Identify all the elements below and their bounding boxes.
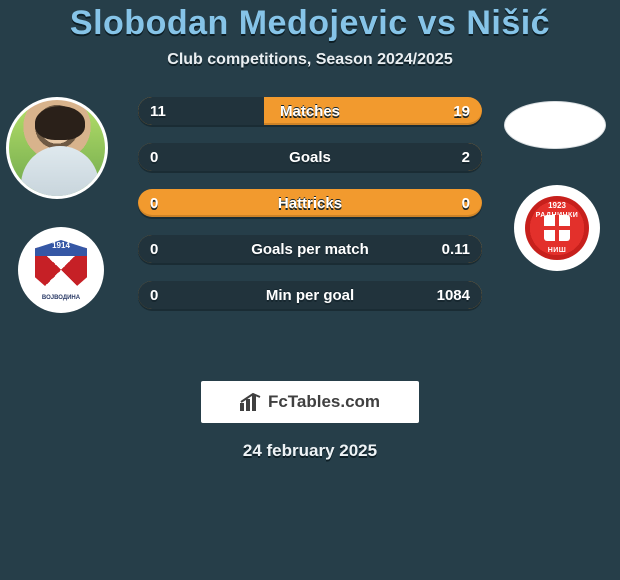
stat-row: 01084Min per goal (138, 281, 482, 309)
comparison-card: Slobodan Medojevic vs Nišić Club competi… (0, 0, 620, 461)
stat-bars: 1119Matches 02Goals 00Hattricks 00.11Goals … (138, 97, 482, 327)
main-area: ВОЈВОДИНА 1923 РАДНИЧКИ НИШ 1119Matches 0… (0, 97, 620, 357)
player-left-avatar (6, 97, 108, 199)
stat-row: 00Hattricks (138, 189, 482, 217)
cross-icon (544, 215, 570, 241)
stat-row: 1119Matches (138, 97, 482, 125)
subtitle: Club competitions, Season 2024/2025 (0, 51, 620, 69)
club-right-arc2: НИШ (548, 247, 567, 254)
page-title: Slobodan Medojevic vs Nišić (0, 4, 620, 43)
club-left-ribbon: ВОЈВОДИНА (18, 295, 104, 301)
shield-icon (35, 240, 87, 300)
player-right-avatar (504, 101, 606, 149)
watermark-text: FcTables.com (268, 392, 380, 412)
stat-label: Hattricks (138, 189, 482, 217)
club-right-year: 1923 (525, 201, 589, 210)
stat-row: 00.11Goals per match (138, 235, 482, 263)
club-left-badge: ВОЈВОДИНА (18, 227, 104, 313)
stat-label: Min per goal (138, 281, 482, 309)
shield-icon: 1923 РАДНИЧКИ НИШ (525, 196, 589, 260)
chart-icon (240, 393, 262, 411)
watermark: FcTables.com (201, 381, 419, 423)
left-column: ВОЈВОДИНА (6, 97, 116, 313)
right-column: 1923 РАДНИЧКИ НИШ (504, 97, 614, 271)
stat-label: Goals (138, 143, 482, 171)
club-right-badge: 1923 РАДНИЧКИ НИШ (514, 185, 600, 271)
stat-label: Goals per match (138, 235, 482, 263)
stat-row: 02Goals (138, 143, 482, 171)
date-label: 24 february 2025 (0, 441, 620, 461)
stat-label: Matches (138, 97, 482, 125)
